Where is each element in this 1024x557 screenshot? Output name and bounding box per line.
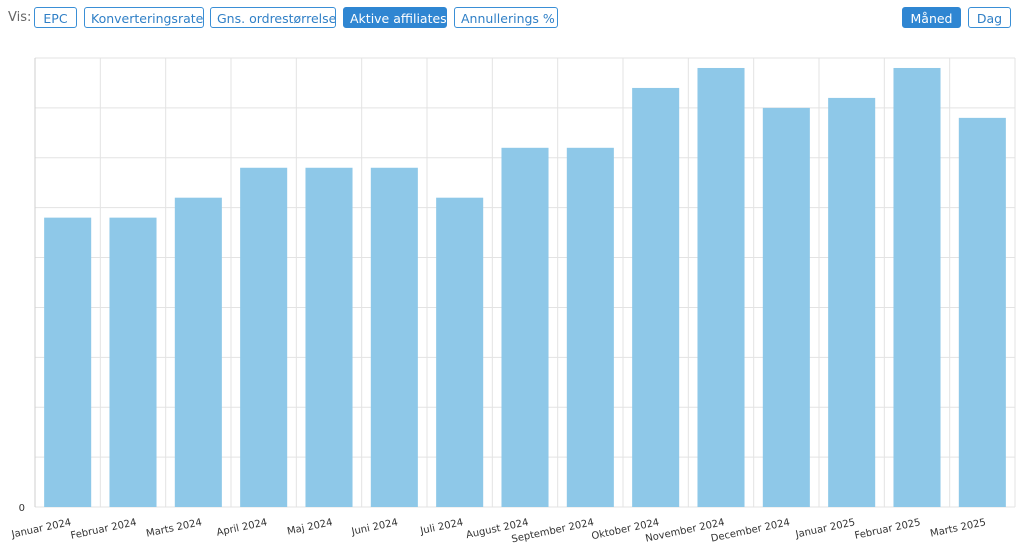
bar-9 [566, 147, 614, 508]
x-tick-label: Marts 2025 [929, 517, 987, 540]
bar-15 [958, 117, 1006, 507]
x-tick-label: Juni 2024 [350, 517, 399, 538]
bar-1 [44, 217, 92, 507]
bar-14 [893, 67, 941, 507]
bar-6 [370, 167, 418, 507]
dag-button[interactable]: Dag [968, 7, 1011, 28]
konverteringsrate-button[interactable]: Konverteringsrate [84, 7, 204, 28]
bar-4 [240, 167, 288, 507]
bar-12 [762, 107, 810, 507]
bar-10 [632, 87, 680, 507]
x-tick-label: Maj 2024 [286, 517, 333, 537]
bar-5 [305, 167, 353, 507]
maaned-button[interactable]: Måned [902, 7, 961, 28]
bar-7 [436, 197, 484, 507]
x-tick-label: Januar 2025 [794, 517, 857, 541]
annullerings-button[interactable]: Annullerings % [454, 7, 558, 28]
y-tick-label: 0 [19, 503, 25, 514]
bar-3 [174, 197, 222, 507]
x-tick-label: Februar 2024 [70, 517, 138, 542]
x-tick-label: April 2024 [216, 517, 269, 538]
x-tick-label: Februar 2025 [854, 517, 922, 542]
bar-8 [501, 147, 549, 508]
aktive-affiliates-button[interactable]: Aktive affiliates [343, 7, 447, 28]
x-tick-label: Juli 2024 [418, 517, 464, 537]
vis-label: Vis: [8, 10, 32, 25]
x-tick-label: Januar 2024 [10, 517, 73, 541]
bar-13 [828, 97, 876, 508]
x-tick-label: Marts 2024 [145, 517, 203, 540]
bar-11 [697, 67, 745, 507]
chart-toolbar: Vis: EPC Konverteringsrate Gns. ordrestø… [0, 6, 1024, 30]
gns-ordrestorrelse-button[interactable]: Gns. ordrestørrelse [210, 7, 336, 28]
epc-button[interactable]: EPC [34, 7, 77, 28]
bar-2 [109, 217, 157, 507]
